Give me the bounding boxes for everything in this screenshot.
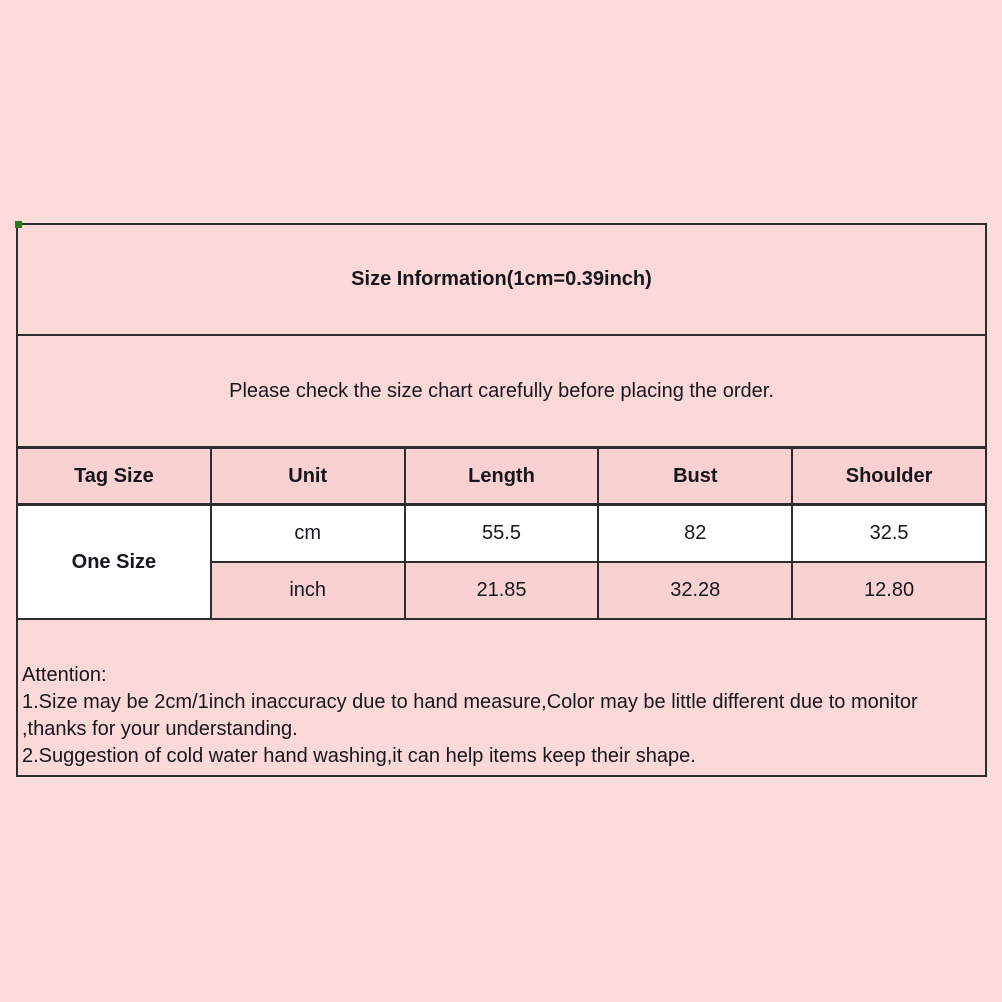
cell-length-inch: 21.85	[403, 561, 600, 620]
cell-length-cm: 55.5	[403, 503, 600, 563]
cell-shoulder-cm: 32.5	[791, 503, 987, 563]
title-row: Size Information(1cm=0.39inch)	[16, 223, 987, 336]
attention-heading: Attention:	[22, 664, 107, 686]
green-corner-marker	[15, 221, 22, 228]
cell-shoulder-inch: 12.80	[791, 561, 987, 620]
size-chart-table: Size Information(1cm=0.39inch) Please ch…	[16, 223, 987, 777]
cell-bust-inch: 32.28	[597, 561, 794, 620]
column-header-length: Length	[403, 446, 600, 506]
attention-line: 2.Suggestion of cold water hand washing,…	[22, 745, 696, 767]
attention-row: Attention: 1.Size may be 2cm/1inch inacc…	[16, 618, 987, 777]
table-row-inch: inch 21.85 32.28 12.80	[17, 561, 987, 620]
size-chart-title: Size Information(1cm=0.39inch)	[16, 223, 987, 336]
column-header-bust: Bust	[597, 446, 794, 506]
cell-unit-inch: inch	[209, 561, 406, 620]
attention-line: ,thanks for your understanding.	[22, 718, 298, 740]
size-chart-panel: Size Information(1cm=0.39inch) Please ch…	[16, 223, 987, 777]
column-header-tag-size: Tag Size	[16, 446, 212, 506]
table-row-cm: One Size cm 55.5 82 32.5	[16, 503, 987, 620]
cell-unit-cm: cm	[209, 503, 406, 563]
column-header-row: Tag Size Unit Length Bust Shoulder	[16, 446, 987, 506]
column-header-unit: Unit	[209, 446, 406, 506]
cell-bust-cm: 82	[597, 503, 794, 563]
size-chart-subtitle: Please check the size chart carefully be…	[16, 334, 987, 449]
attention-note: Attention: 1.Size may be 2cm/1inch inacc…	[16, 618, 987, 777]
column-header-shoulder: Shoulder	[791, 446, 987, 506]
subtitle-row: Please check the size chart carefully be…	[16, 334, 987, 449]
attention-line: 1.Size may be 2cm/1inch inaccuracy due t…	[22, 691, 918, 713]
cell-tag-size: One Size	[16, 503, 212, 620]
